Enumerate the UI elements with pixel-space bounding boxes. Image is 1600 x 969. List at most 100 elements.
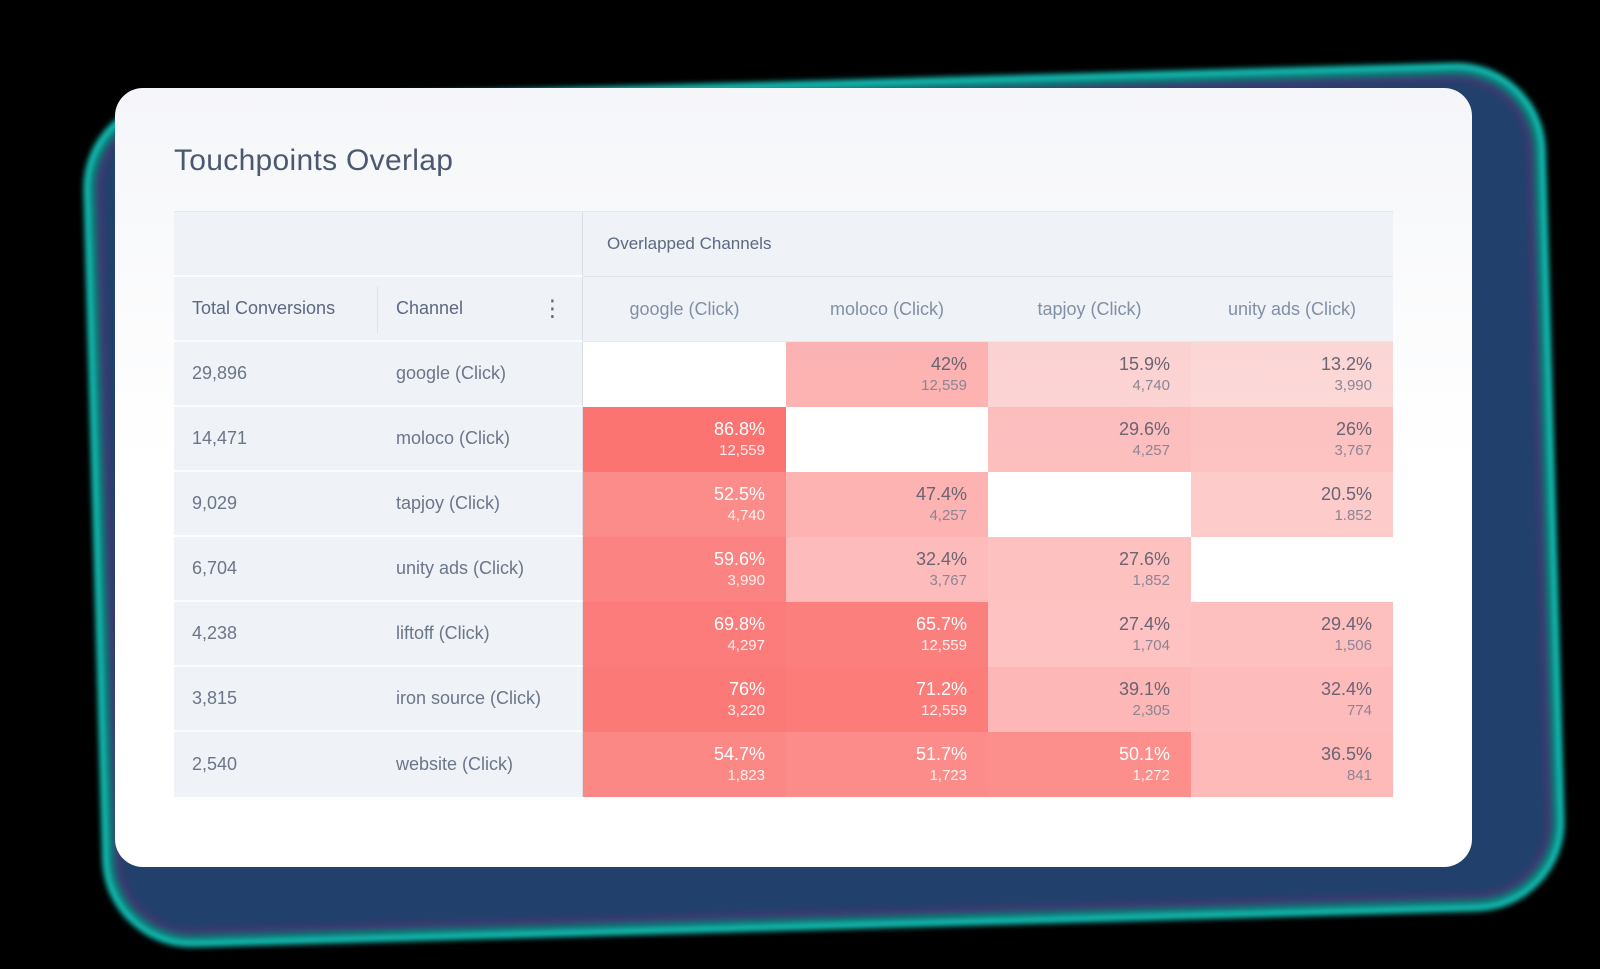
channel-name: tapjoy (Click) <box>378 472 583 537</box>
total-conversions-value: 2,540 <box>174 732 378 797</box>
heatmap-cell: 27.6% 1,852 <box>988 537 1191 602</box>
overlap-count: 4,257 <box>929 507 967 525</box>
heatmap-cell: 69.8% 4,297 <box>583 602 786 667</box>
overlap-count: 3,767 <box>929 572 967 590</box>
heatmap-cell: 32.4% 3,767 <box>786 537 988 602</box>
overlap-percent: 27.6% <box>1118 548 1170 569</box>
heatmap-cell: 36.5% 841 <box>1191 732 1393 797</box>
column-header-moloco: moloco (Click) <box>786 277 988 342</box>
page-title: Touchpoints Overlap <box>174 144 454 177</box>
overlap-count: 12,559 <box>921 637 967 655</box>
heatmap-cell: 52.5% 4,740 <box>583 472 786 537</box>
heatmap-cell: 71.2% 12,559 <box>786 667 988 732</box>
column-header-unity-ads: unity ads (Click) <box>1191 277 1393 342</box>
overlap-heatmap-grid: Overlapped Channels Total Conversions Ch… <box>174 211 1393 797</box>
overlap-percent: 76% <box>728 678 765 699</box>
channel-name: liftoff (Click) <box>378 602 583 667</box>
heatmap-cell: 42% 12,559 <box>786 342 988 407</box>
heatmap-cell: 15.9% 4,740 <box>988 342 1191 407</box>
overlap-percent: 20.5% <box>1320 483 1372 504</box>
heatmap-cell: 65.7% 12,559 <box>786 602 988 667</box>
touchpoints-overlap-card: Touchpoints Overlap Overlapped Channels … <box>115 88 1472 867</box>
overlap-count: 1,723 <box>929 767 967 785</box>
overlap-percent: 26% <box>1335 418 1372 439</box>
heatmap-cell: 47.4% 4,257 <box>786 472 988 537</box>
overlap-count: 1,704 <box>1132 637 1170 655</box>
overlap-percent: 59.6% <box>713 548 765 569</box>
overlap-percent: 52.5% <box>713 483 765 504</box>
overlap-count: 4,297 <box>727 637 765 655</box>
total-conversions-value: 14,471 <box>174 407 378 472</box>
overlap-count: 1,272 <box>1132 767 1170 785</box>
overlap-count: 774 <box>1346 702 1372 720</box>
overlap-percent: 39.1% <box>1118 678 1170 699</box>
overlap-count: 841 <box>1346 767 1372 785</box>
table-corner-cell <box>174 212 583 277</box>
overlap-percent: 65.7% <box>915 613 967 634</box>
column-header-tapjoy: tapjoy (Click) <box>988 277 1191 342</box>
overlap-count: 1,823 <box>727 767 765 785</box>
heatmap-cell: 27.4% 1,704 <box>988 602 1191 667</box>
total-conversions-column-header: Total Conversions <box>174 277 378 342</box>
channel-name: unity ads (Click) <box>378 537 583 602</box>
overlap-percent: 47.4% <box>915 483 967 504</box>
heatmap-cell: 39.1% 2,305 <box>988 667 1191 732</box>
heatmap-cell <box>988 472 1191 537</box>
heatmap-cell: 86.8% 12,559 <box>583 407 786 472</box>
overlap-percent: 54.7% <box>713 743 765 764</box>
overlap-count: 12,559 <box>719 442 765 460</box>
overlap-count: 3,990 <box>727 572 765 590</box>
overlap-count: 12,559 <box>921 702 967 720</box>
channel-name: iron source (Click) <box>378 667 583 732</box>
overlap-percent: 51.7% <box>915 743 967 764</box>
kebab-menu-icon[interactable]: ⋮ <box>541 295 564 321</box>
channel-column-header: Channel ⋮ <box>377 277 583 342</box>
heatmap-cell: 26% 3,767 <box>1191 407 1393 472</box>
overlap-count: 4,740 <box>727 507 765 525</box>
heatmap-cell <box>786 407 988 472</box>
overlap-percent: 29.4% <box>1320 613 1372 634</box>
total-conversions-value: 3,815 <box>174 667 378 732</box>
overlap-percent: 42% <box>930 353 967 374</box>
heatmap-cell <box>1191 537 1393 602</box>
heatmap-cell: 51.7% 1,723 <box>786 732 988 797</box>
overlap-count: 3,990 <box>1334 377 1372 395</box>
overlap-count: 1,852 <box>1132 572 1170 590</box>
heatmap-cell: 50.1% 1,272 <box>988 732 1191 797</box>
overlap-count: 12,559 <box>921 377 967 395</box>
total-conversions-value: 6,704 <box>174 537 378 602</box>
total-conversions-value: 29,896 <box>174 342 378 407</box>
overlap-percent: 32.4% <box>1320 678 1372 699</box>
heatmap-cell: 59.6% 3,990 <box>583 537 786 602</box>
overlap-table: Overlapped Channels Total Conversions Ch… <box>174 211 1393 797</box>
heatmap-cell: 29.4% 1,506 <box>1191 602 1393 667</box>
heatmap-cell: 13.2% 3,990 <box>1191 342 1393 407</box>
overlap-percent: 36.5% <box>1320 743 1372 764</box>
channel-column-header-label: Channel <box>396 298 464 318</box>
overlap-count: 3,220 <box>727 702 765 720</box>
overlap-percent: 71.2% <box>915 678 967 699</box>
channel-name: google (Click) <box>378 342 583 407</box>
overlap-count: 1,506 <box>1334 637 1372 655</box>
heatmap-cell: 32.4% 774 <box>1191 667 1393 732</box>
heatmap-cell: 20.5% 1.852 <box>1191 472 1393 537</box>
channel-name: website (Click) <box>378 732 583 797</box>
overlap-percent: 86.8% <box>713 418 765 439</box>
channel-name: moloco (Click) <box>378 407 583 472</box>
column-header-google: google (Click) <box>583 277 786 342</box>
total-conversions-value: 4,238 <box>174 602 378 667</box>
heatmap-cell <box>583 342 786 407</box>
overlap-percent: 32.4% <box>915 548 967 569</box>
heatmap-cell: 29.6% 4,257 <box>988 407 1191 472</box>
overlap-count: 3,767 <box>1334 442 1372 460</box>
overlap-count: 4,740 <box>1132 377 1170 395</box>
overlapped-channels-header: Overlapped Channels <box>583 212 1393 277</box>
overlap-percent: 15.9% <box>1118 353 1170 374</box>
overlap-percent: 50.1% <box>1118 743 1170 764</box>
overlap-percent: 13.2% <box>1320 353 1372 374</box>
overlap-count: 4,257 <box>1132 442 1170 460</box>
overlap-percent: 29.6% <box>1118 418 1170 439</box>
total-conversions-value: 9,029 <box>174 472 378 537</box>
overlap-percent: 69.8% <box>713 613 765 634</box>
overlap-count: 2,305 <box>1132 702 1170 720</box>
